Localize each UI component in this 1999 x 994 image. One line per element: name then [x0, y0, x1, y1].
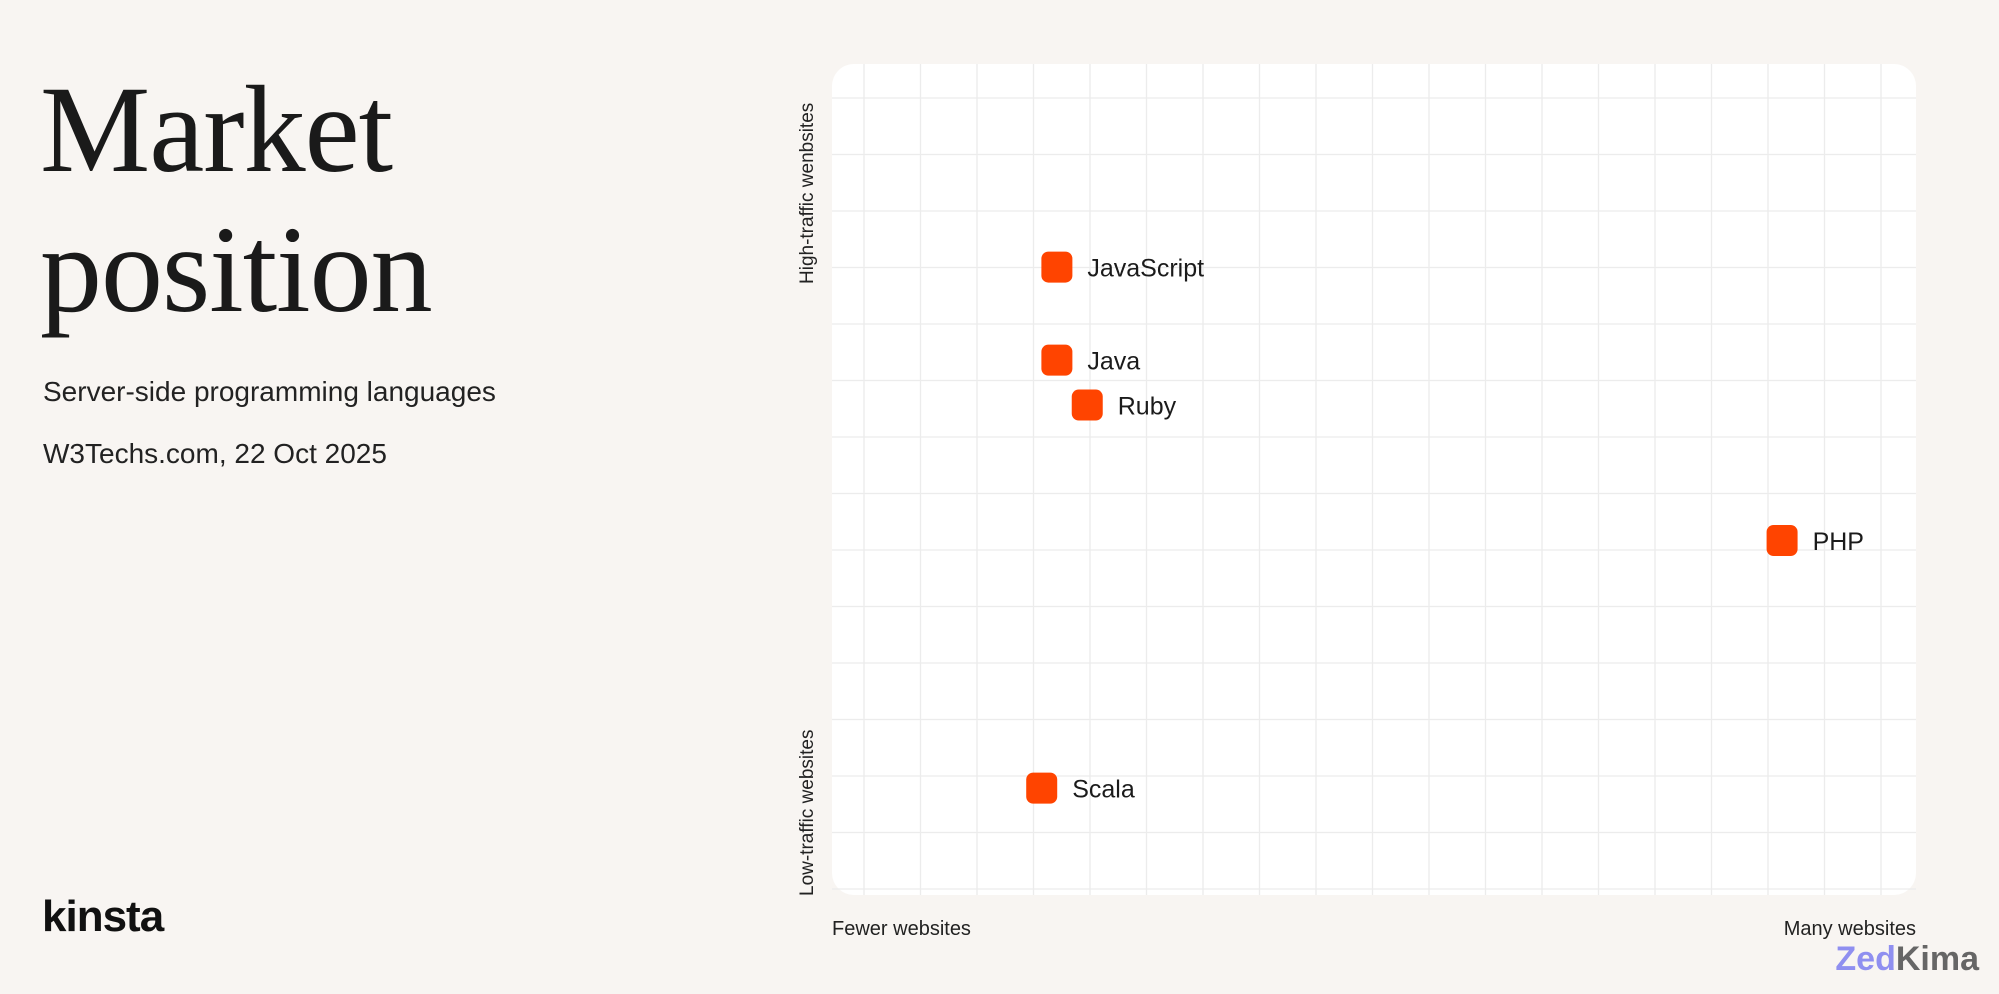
- data-point-marker: [1071, 389, 1103, 421]
- title-line-2: position: [40, 201, 433, 338]
- data-point-marker: [1766, 524, 1798, 556]
- x-axis-label-low: Fewer websites: [832, 918, 971, 940]
- subtitle: Server-side programming languages: [43, 376, 496, 407]
- x-axis-label-high: Many websites: [1783, 918, 1916, 940]
- data-point-marker: [1041, 251, 1073, 283]
- page-title: Market position: [40, 60, 433, 340]
- data-point-marker: [1041, 344, 1073, 376]
- title-line-1: Market: [40, 61, 393, 198]
- kinsta-logo: kinsta: [42, 892, 164, 941]
- watermark-part1: Zed: [1835, 940, 1896, 978]
- data-point-label: Java: [1087, 348, 1140, 376]
- watermark: ZedKima: [1835, 940, 1979, 979]
- source-date: W3Techs.com, 22 Oct 2025: [43, 438, 387, 469]
- scatter-chart: JavaScript Java Ruby PHP Scala: [832, 64, 1916, 895]
- plot-area: [832, 64, 1916, 895]
- data-point-marker: [1026, 772, 1058, 804]
- watermark-part2: Kima: [1895, 940, 1979, 978]
- data-point-label: Ruby: [1118, 393, 1177, 421]
- data-point-label: JavaScript: [1087, 255, 1204, 283]
- y-axis-label-high: High-traffic wenbsites: [797, 102, 818, 284]
- data-point-label: Scala: [1072, 776, 1135, 804]
- y-axis-label-low: Low-traffic websites: [797, 729, 818, 897]
- data-point-label: PHP: [1813, 528, 1864, 556]
